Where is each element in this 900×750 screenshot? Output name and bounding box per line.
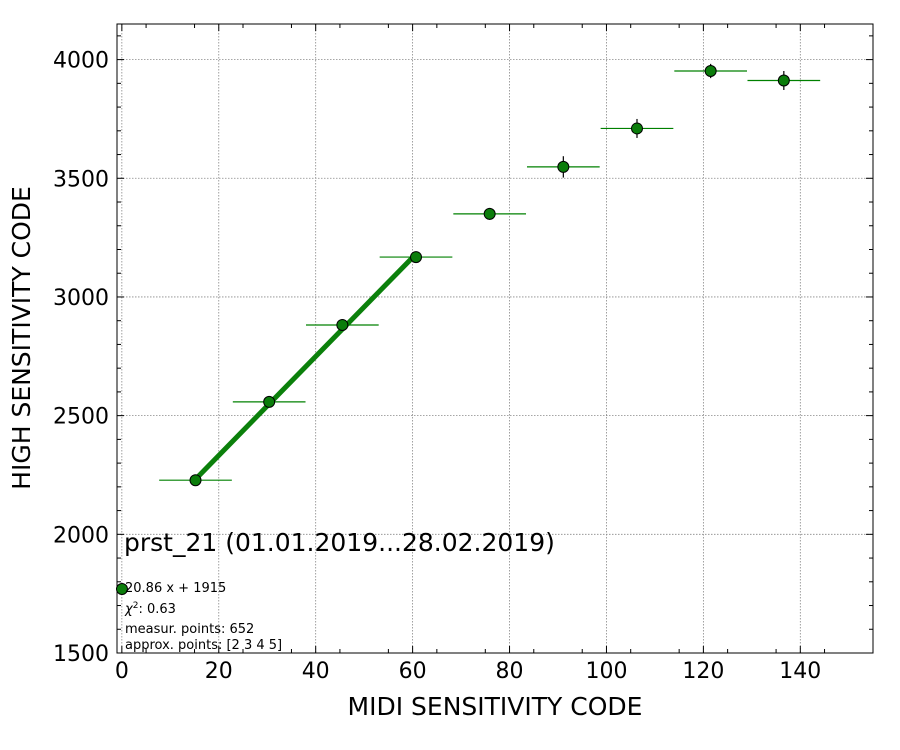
y-tick-label: 3000 xyxy=(53,286,109,311)
legend-measur-points: measur. points: 652 xyxy=(125,622,254,637)
data-point xyxy=(777,74,790,87)
x-tick-label: 40 xyxy=(302,659,330,684)
errorbars xyxy=(159,63,821,484)
data-point xyxy=(704,64,717,77)
x-tick-label: 0 xyxy=(115,659,129,684)
y-tick-label: 2000 xyxy=(53,523,109,548)
y-tick-label: 3500 xyxy=(53,167,109,192)
x-axis-label: MIDI SENSITIVITY CODE xyxy=(348,692,643,721)
major-ticks xyxy=(117,24,873,654)
x-tick-label: 60 xyxy=(399,659,427,684)
data-point xyxy=(189,474,202,487)
y-tick-label: 1500 xyxy=(53,642,109,667)
chi2-symbol: χ xyxy=(124,602,134,617)
chi2-value: : 0.63 xyxy=(138,602,175,617)
y-axis-label: HIGH SENSITIVITY CODE xyxy=(7,186,36,490)
annotation-title: prst_21 (01.01.2019...28.02.2019) xyxy=(124,528,555,557)
data-point xyxy=(557,160,570,173)
fit-line xyxy=(193,252,418,481)
data-point xyxy=(483,207,496,220)
x-tick-label: 140 xyxy=(779,659,821,684)
y-tick-label: 2500 xyxy=(53,405,109,430)
data-points xyxy=(189,64,790,487)
legend-marker xyxy=(116,583,128,595)
x-tick-label: 20 xyxy=(205,659,233,684)
fit-line-layer xyxy=(193,252,418,481)
data-point xyxy=(410,251,423,264)
y-tick-labels: 1500 2000 2500 3000 3500 4000 xyxy=(53,49,109,667)
data-point xyxy=(630,122,643,135)
minor-ticks xyxy=(117,24,873,653)
x-tick-label: 80 xyxy=(496,659,524,684)
plot-frame xyxy=(116,23,874,654)
x-tick-labels: 0 20 40 60 80 100 120 140 xyxy=(115,659,821,684)
chi2-sup: 2 xyxy=(133,601,139,611)
data-point xyxy=(263,395,276,408)
legend-approx-points: approx. points: [2 3 4 5] xyxy=(125,638,282,653)
x-tick-label: 120 xyxy=(682,659,724,684)
x-tick-label: 100 xyxy=(585,659,627,684)
legend-chi2: χ2: 0.63 xyxy=(124,601,176,617)
legend-fit-label: 20.86 x + 1915 xyxy=(125,581,226,596)
y-tick-label: 4000 xyxy=(53,49,109,74)
grid xyxy=(117,24,873,654)
data-point xyxy=(336,318,349,331)
